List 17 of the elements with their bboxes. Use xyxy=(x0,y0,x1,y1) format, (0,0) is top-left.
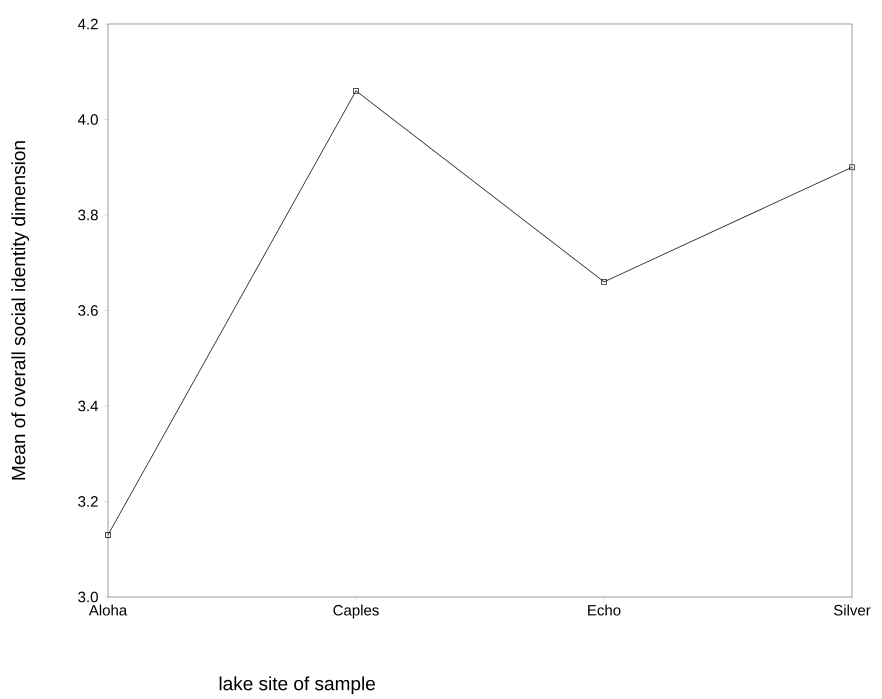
y-tick-label: 3.0 xyxy=(78,592,98,602)
x-tick-label: Echo xyxy=(588,604,620,616)
x-tick-label: Caples xyxy=(333,604,379,619)
y-tick-label: 4.2 xyxy=(78,18,98,30)
x-tick-label: Silver xyxy=(834,604,870,616)
y-tick-label: 4.0 xyxy=(78,114,98,125)
y-tick-label: 3.8 xyxy=(78,210,98,220)
y-tick-label: 3.4 xyxy=(78,400,98,412)
x-axis-title: lake site of sample xyxy=(220,676,375,694)
point xyxy=(601,278,607,285)
y-axis-title: Mean of overall social identity dimension xyxy=(11,141,30,480)
point xyxy=(353,88,359,94)
point xyxy=(849,164,855,170)
y-tick-label: 3.2 xyxy=(78,496,98,507)
x-tick-label: Aloha xyxy=(88,604,128,616)
point xyxy=(105,532,111,538)
y-tick-label: 3.6 xyxy=(78,305,98,316)
